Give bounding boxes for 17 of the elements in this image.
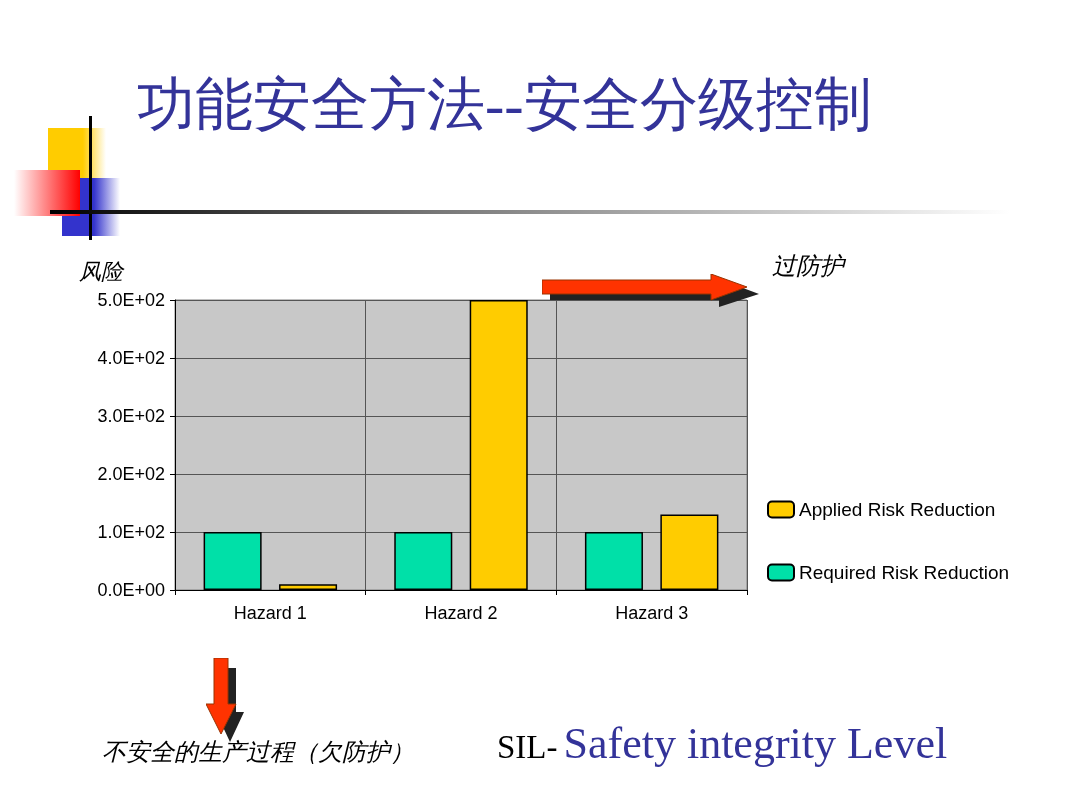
chart-title: 功能安全方法--安全分级控制 <box>137 71 872 137</box>
text: 过防护 <box>772 252 844 281</box>
y-tick-label: 5.0E+02 <box>97 290 165 310</box>
legend-label: Applied Risk Reduction <box>799 499 996 520</box>
text: 不安全的生产过程（欠防护） <box>102 738 414 767</box>
text: Safety integrity Level <box>563 718 948 769</box>
x-tick-label: Hazard 1 <box>233 603 307 623</box>
x-tick-label: Hazard 2 <box>424 603 498 623</box>
y-tick-label: 2.0E+02 <box>97 464 165 484</box>
y-tick-label: 4.0E+02 <box>97 348 165 368</box>
x-tick-label: Hazard 3 <box>615 603 689 623</box>
text: SIL- <box>497 729 558 766</box>
legend-label: Required Risk Reduction <box>799 562 1010 583</box>
y-tick-label: 1.0E+02 <box>97 522 165 542</box>
y-tick-label: 0.0E+00 <box>97 580 165 600</box>
y-axis-title: 风险 <box>79 258 125 284</box>
y-tick-label: 3.0E+02 <box>97 406 165 426</box>
